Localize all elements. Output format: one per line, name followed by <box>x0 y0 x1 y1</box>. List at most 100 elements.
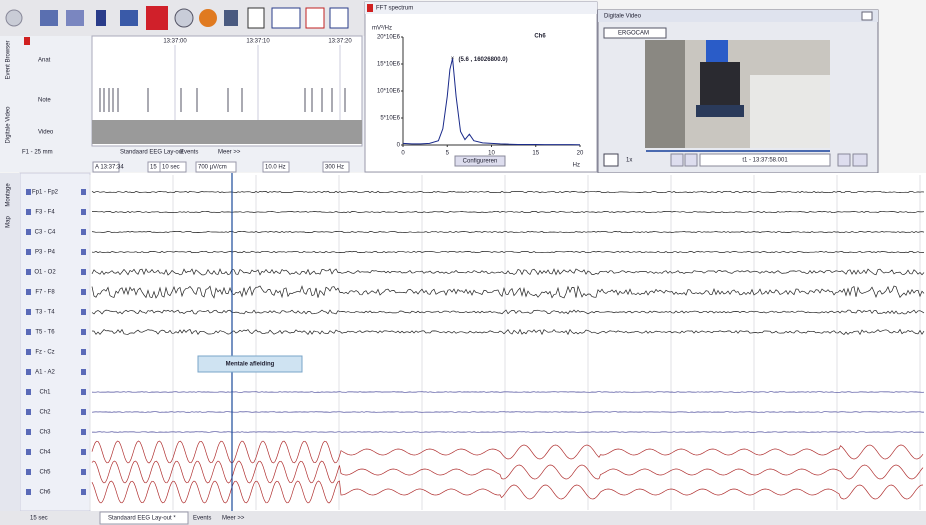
tab[interactable]: Standaard EEG Lay-out * <box>108 516 176 522</box>
channel-icon <box>26 349 31 355</box>
channel-icon <box>26 289 31 295</box>
window-title: Digitale Video <box>604 14 642 20</box>
icon <box>199 9 217 27</box>
tab[interactable]: Meer >> <box>218 150 241 156</box>
side-tab[interactable]: Event Browser <box>6 40 12 79</box>
video-track <box>92 120 362 144</box>
icon <box>6 10 22 26</box>
y-tick-label: 5*10E6 <box>380 116 400 122</box>
icon <box>248 8 264 28</box>
side-tab[interactable]: Digitale Video <box>6 106 12 144</box>
icon <box>96 10 106 26</box>
camera-label: ERGOCAM <box>618 31 649 37</box>
channel-icon <box>26 209 31 215</box>
screen: Event Browser Digitale Video Montage Map 13:… <box>0 0 926 525</box>
side-tab[interactable]: Montage <box>6 183 12 207</box>
channel-label: Ch2 <box>39 410 51 416</box>
row-label: Anat <box>38 58 51 64</box>
setting: 15 <box>150 165 157 171</box>
channel-icon <box>26 409 31 415</box>
x-tick-label: 15 <box>532 151 539 157</box>
channel-icon <box>81 269 86 275</box>
channel-label: Fz - Cz <box>35 350 54 356</box>
tab[interactable]: Meer >> <box>222 516 245 522</box>
play-button[interactable] <box>604 154 618 166</box>
channel-icon <box>26 489 31 495</box>
channel-icon <box>26 429 31 435</box>
tab[interactable]: Events <box>180 150 198 156</box>
time-label: 13:37:10 <box>246 39 270 45</box>
icon <box>146 6 168 30</box>
channel-label: F3 - F4 <box>35 210 55 216</box>
annotation-label: Mentale afleiding <box>226 362 275 368</box>
video-progress <box>646 150 830 152</box>
channel-label: Fp1 - Fp2 <box>32 190 59 196</box>
channel-icon <box>26 269 31 275</box>
channel-icon <box>81 209 86 215</box>
time-label: 13:37:20 <box>328 39 352 45</box>
person <box>700 62 740 107</box>
icon <box>120 10 138 26</box>
peak-marker: × <box>451 56 455 62</box>
icon <box>66 10 84 26</box>
channel-icon <box>81 349 86 355</box>
button[interactable] <box>838 154 850 166</box>
icon <box>272 8 300 28</box>
setting: 10 sec <box>162 165 180 171</box>
channel-icon <box>81 469 86 475</box>
y-axis-label: mV²/Hz <box>372 26 392 32</box>
back-button[interactable] <box>671 154 683 166</box>
row-label: Video <box>38 130 54 136</box>
close-button[interactable] <box>862 12 872 20</box>
channel-labels <box>20 173 90 511</box>
annotation: (5.6 , 16026800.0) <box>459 57 508 63</box>
channel-icon <box>26 249 31 255</box>
channel-icon <box>26 309 31 315</box>
y-tick-label: 15*10E6 <box>377 62 401 68</box>
setting: 10.0 Hz <box>265 165 286 171</box>
channel-icon <box>81 389 86 395</box>
wall <box>645 40 685 148</box>
channel-label: F7 - F8 <box>35 290 55 296</box>
icon <box>175 9 193 27</box>
channel-label: Ch5 <box>39 470 51 476</box>
channel-icon <box>81 309 86 315</box>
tab[interactable]: Standaard EEG Lay-out <box>120 150 184 156</box>
window-title: FFT spectrum <box>376 6 413 12</box>
channel-icon <box>26 369 31 375</box>
channel-label: Ch3 <box>39 430 51 436</box>
channel-icon <box>81 189 86 195</box>
row-label: Note <box>38 98 51 104</box>
bathtub <box>750 75 830 148</box>
channel-icon <box>81 429 86 435</box>
icon <box>367 4 373 12</box>
icon <box>306 8 324 28</box>
setting: 300 Hz <box>325 165 344 171</box>
channel-label: C3 - C4 <box>35 230 56 236</box>
x-tick-label: 10 <box>488 151 495 157</box>
eeg-area <box>0 173 926 511</box>
side-tab[interactable]: Map <box>6 216 12 228</box>
channel-icon <box>26 449 31 455</box>
x-tick-label: 20 <box>577 151 584 157</box>
chart-title: Ch6 <box>534 34 546 40</box>
channel-label: Ch1 <box>39 390 51 396</box>
channel-icon <box>26 469 31 475</box>
channel-icon <box>81 449 86 455</box>
forward-button[interactable] <box>685 154 697 166</box>
channel-icon <box>26 329 31 335</box>
button-label: Configureren <box>463 159 498 165</box>
icon <box>330 8 348 28</box>
scale-label: F1 - 25 mm <box>22 150 53 156</box>
button[interactable] <box>853 154 867 166</box>
icon <box>24 37 30 45</box>
channel-icon <box>26 389 31 395</box>
time-label: 13:37:00 <box>163 39 187 45</box>
channel-label: A1 - A2 <box>35 370 55 376</box>
tab[interactable]: Events <box>193 516 211 522</box>
channel-label: T3 - T4 <box>35 310 55 316</box>
icon <box>40 10 58 26</box>
channel-label: Ch4 <box>39 450 51 456</box>
person-legs <box>696 105 744 117</box>
channel-icon <box>81 489 86 495</box>
